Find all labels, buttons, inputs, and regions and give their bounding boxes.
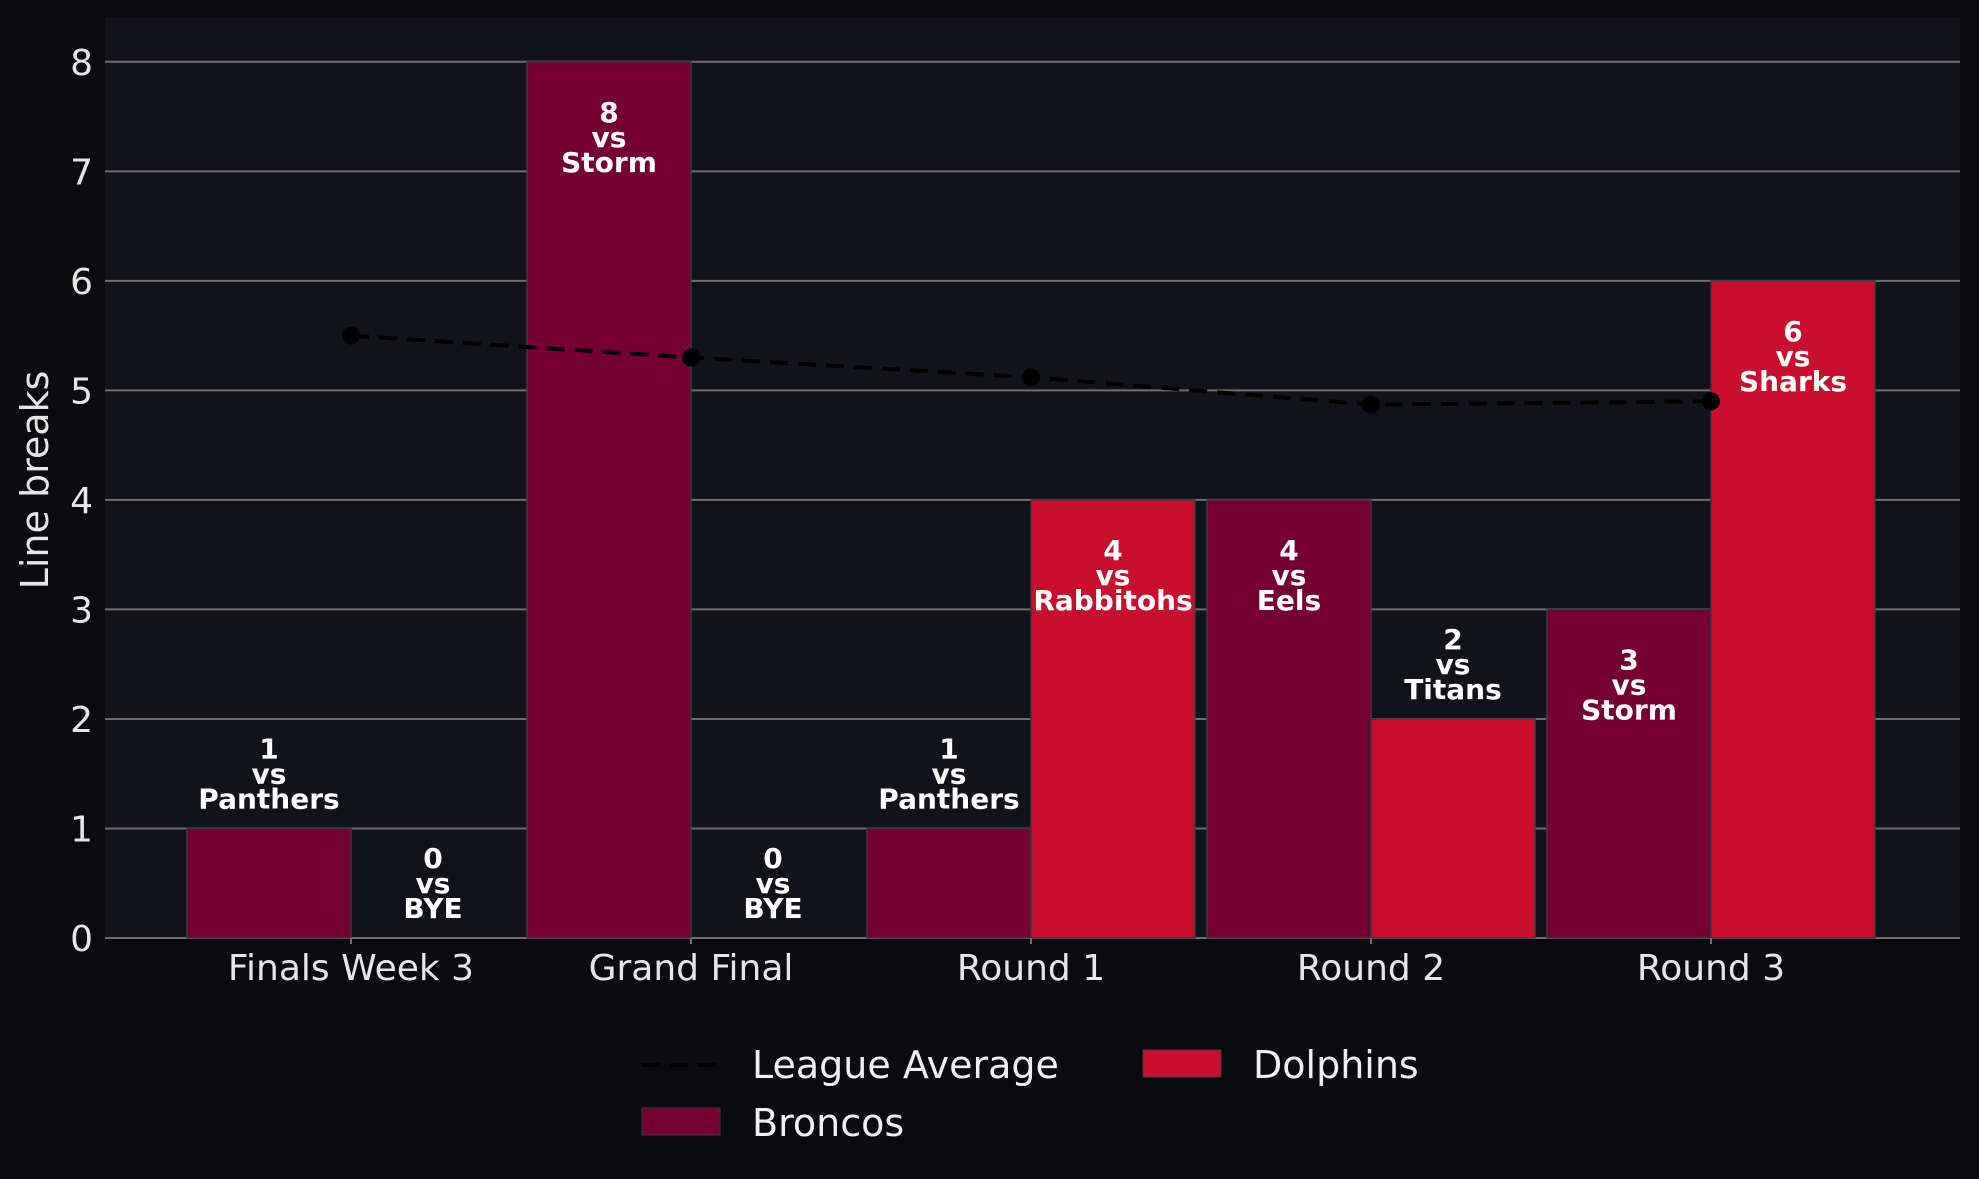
- legend-swatch-broncos: [641, 1107, 721, 1136]
- bar-broncos: [1546, 608, 1712, 939]
- bar-dolphins: [1370, 718, 1536, 939]
- y-tick-label: 6: [70, 262, 93, 303]
- y-tick-label: 8: [70, 43, 93, 84]
- league-average-point: [342, 326, 360, 345]
- bar-label: 4 vs Eels: [1257, 534, 1321, 617]
- y-tick-label: 5: [70, 371, 93, 412]
- legend-label-broncos: Broncos: [752, 1101, 904, 1145]
- x-tick-label: Finals Week 3: [228, 948, 474, 989]
- bar-dolphins: [1030, 499, 1196, 939]
- league-average-line: [342, 326, 1720, 414]
- bar-broncos: [186, 827, 352, 939]
- bars: [186, 61, 1876, 939]
- legend-swatch-dolphins: [1142, 1049, 1222, 1078]
- y-tick-label: 7: [70, 152, 93, 193]
- y-axis-title: Line breaks: [13, 371, 57, 590]
- bar-broncos: [526, 61, 692, 939]
- y-tick-label: 4: [70, 481, 93, 522]
- league-average-point: [1022, 368, 1040, 387]
- bar-label: 8 vs Storm: [561, 96, 657, 179]
- bar-label: 3 vs Storm: [1581, 643, 1677, 726]
- bar-label: 0 vs BYE: [743, 842, 802, 925]
- y-tick-label: 1: [70, 809, 93, 850]
- league-average-point: [682, 348, 700, 367]
- legend-label-league-average: League Average: [752, 1043, 1059, 1087]
- league-average-point: [1362, 395, 1380, 414]
- bar-label: 1 vs Panthers: [198, 732, 339, 815]
- legend: League Average Broncos Dolphins: [641, 1043, 1419, 1145]
- bar-broncos: [866, 827, 1032, 939]
- y-tick-label: 0: [70, 919, 93, 960]
- y-axis: 0 1 2 3 4 5 6 7 8: [70, 43, 93, 960]
- bar-label: 1 vs Panthers: [878, 732, 1019, 815]
- x-tick-label: Grand Final: [589, 948, 794, 989]
- y-tick-label: 3: [70, 590, 93, 631]
- x-axis: Finals Week 3 Grand Final Round 1 Round 2 Ro…: [228, 938, 1785, 989]
- league-average-point: [1702, 392, 1720, 411]
- x-tick-label: Round 3: [1637, 948, 1785, 989]
- bar-label: 6 vs Sharks: [1739, 315, 1847, 398]
- y-tick-label: 2: [70, 700, 93, 741]
- x-tick-label: Round 2: [1297, 948, 1445, 989]
- bar-label: 2 vs Titans: [1404, 623, 1502, 706]
- bar-labels: 1 vs Panthers 8 vs Storm 1 vs Panthers 4 vs Eels 3 vs…: [198, 96, 1847, 925]
- bar-broncos: [1206, 499, 1372, 939]
- bar-dolphins: [1710, 280, 1876, 939]
- bar-label: 0 vs BYE: [403, 842, 462, 925]
- bar-label: 4 vs Rabbitohs: [1033, 534, 1192, 617]
- legend-label-dolphins: Dolphins: [1253, 1043, 1419, 1087]
- x-tick-label: Round 1: [957, 948, 1105, 989]
